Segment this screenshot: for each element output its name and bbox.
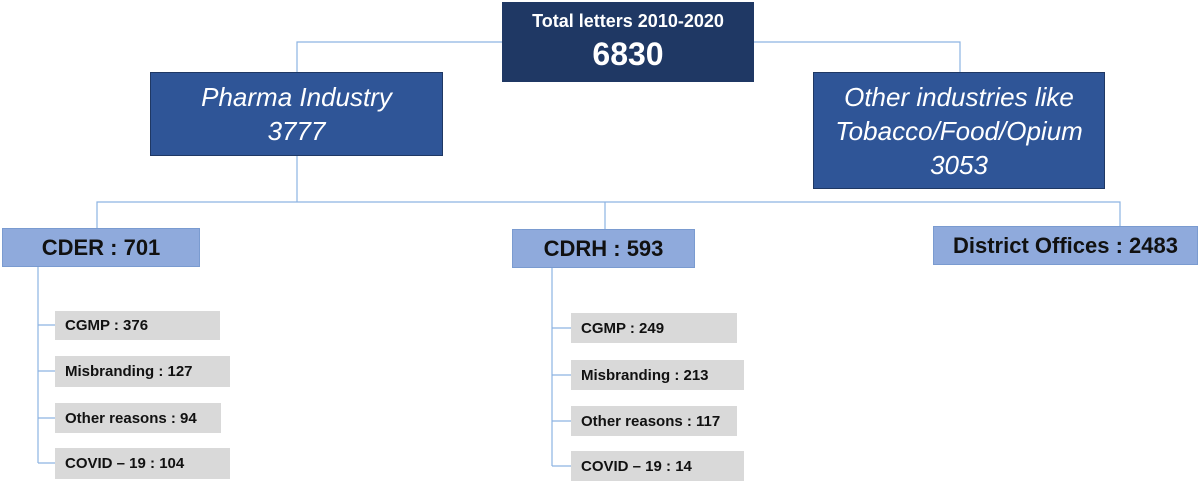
other-label: Tobacco/Food/Opium	[835, 115, 1083, 146]
cder-label: CDER : 701	[41, 234, 161, 260]
root-total: 6830	[592, 36, 664, 72]
root-title: Total letters 2010-2020	[532, 11, 724, 31]
cder-reason: Other reasons : 94	[55, 403, 221, 433]
cder-reason: Misbranding : 127	[55, 356, 230, 387]
cdrh-reason: Other reasons : 117	[571, 406, 737, 436]
cdrh-label: CDRH : 593	[543, 235, 664, 261]
connector	[551, 268, 571, 467]
district-node: District Offices : 2483	[933, 226, 1198, 265]
pharma-node: Pharma Industry 3777	[150, 72, 443, 156]
cdrh-reason: Misbranding : 213	[571, 360, 744, 390]
pharma-total: 3777	[267, 116, 326, 146]
root-node: Total letters 2010-2020 6830	[502, 2, 754, 82]
cdrh-reason: COVID – 19 : 14	[571, 451, 744, 481]
connector	[296, 41, 961, 72]
cder-reason: CGMP : 376	[55, 311, 220, 340]
cdrh-node: CDRH : 593	[512, 229, 695, 268]
cder-reason: COVID – 19 : 104	[55, 448, 230, 479]
other-total: 3053	[930, 149, 988, 180]
other-node: Other industries like Tobacco/Food/Opium…	[813, 72, 1105, 189]
connector	[37, 267, 55, 464]
cdrh-reason: CGMP : 249	[571, 313, 737, 343]
district-label: District Offices : 2483	[953, 232, 1178, 258]
pharma-label: Pharma Industry	[201, 82, 392, 112]
other-label: Other industries like	[844, 81, 1074, 112]
cder-node: CDER : 701	[2, 228, 200, 267]
connector	[96, 156, 1121, 229]
